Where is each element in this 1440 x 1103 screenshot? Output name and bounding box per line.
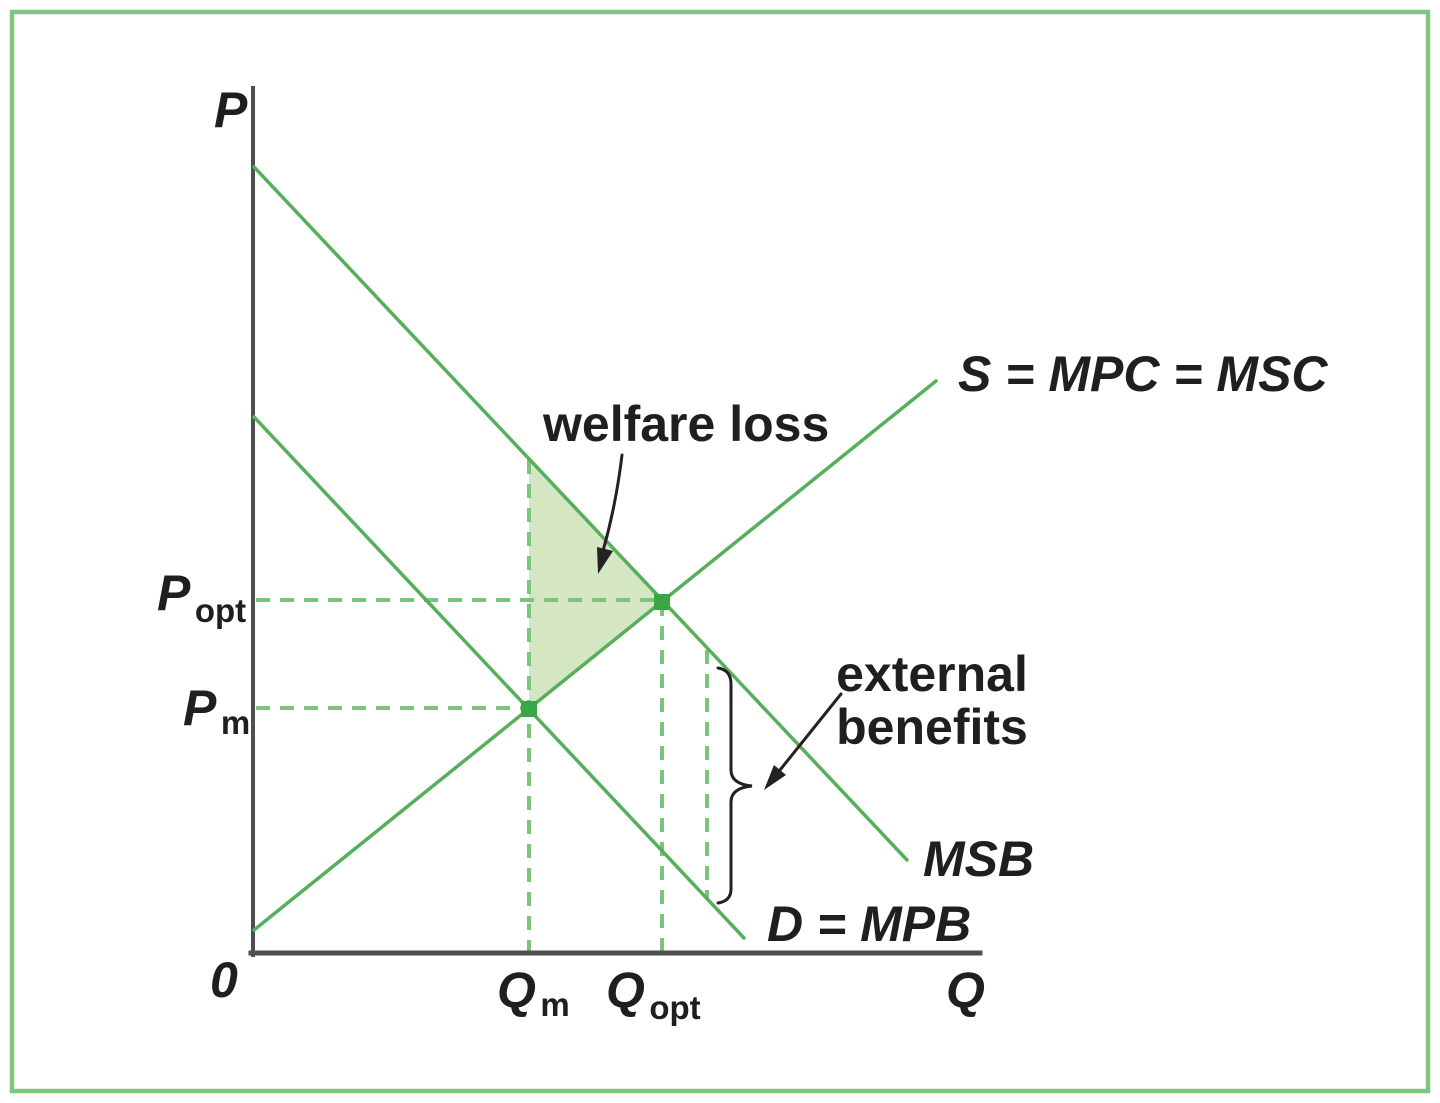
welfare-loss-arrowhead	[597, 547, 613, 574]
origin-label: 0	[210, 952, 238, 1008]
welfare-loss-label: welfare loss	[542, 396, 829, 452]
q-opt-base: Q	[606, 962, 645, 1018]
p-opt-subscript: opt	[195, 592, 246, 629]
msb-curve-label: MSB	[923, 831, 1034, 887]
p-m-subscript: m	[221, 704, 250, 741]
external-benefits-arrow-shaft	[778, 692, 843, 772]
q-opt-subscript: opt	[649, 989, 700, 1026]
x-axis-label: Q	[946, 962, 985, 1018]
q-m-label: Q m	[497, 962, 570, 1023]
p-opt-label: P opt	[157, 565, 246, 629]
q-m-base: Q	[497, 962, 536, 1018]
supply-curve-label: S = MPC = MSC	[958, 346, 1328, 402]
figure-border	[9, 9, 1431, 1094]
q-m-subscript: m	[540, 986, 569, 1023]
external-benefits-brace	[716, 666, 753, 905]
msb-curve	[252, 165, 909, 862]
optimal-equilibrium-point	[654, 594, 670, 610]
external-benefits-arrowhead	[764, 765, 786, 790]
p-m-label: P m	[183, 680, 250, 741]
welfare-loss-arrow-shaft	[601, 453, 624, 553]
p-opt-base: P	[157, 565, 191, 621]
demand-curve-label: D = MPB	[767, 896, 971, 952]
q-opt-label: Q opt	[606, 962, 701, 1026]
demand-curve	[252, 415, 746, 940]
market-equilibrium-point	[521, 701, 537, 717]
p-m-base: P	[183, 680, 217, 736]
external-benefits-label-line2: benefits	[836, 699, 1028, 755]
welfare-loss-area	[529, 460, 662, 709]
external-benefits-label-line1: external	[836, 646, 1028, 702]
y-axis-label: P	[214, 82, 248, 138]
supply-curve	[252, 379, 938, 932]
